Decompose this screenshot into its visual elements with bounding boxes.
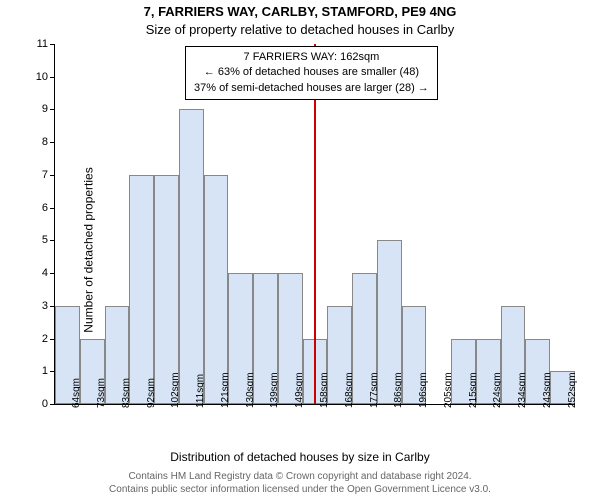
y-tick-label: 2 [28,333,48,345]
footer-line1: Contains HM Land Registry data © Crown c… [0,470,600,483]
y-tick-mark [50,44,55,45]
chart-container: 7, FARRIERS WAY, CARLBY, STAMFORD, PE9 4… [0,0,600,500]
chart-title: 7, FARRIERS WAY, CARLBY, STAMFORD, PE9 4… [0,4,600,19]
y-tick-label: 6 [28,202,48,214]
y-tick-mark [50,175,55,176]
y-tick-label: 9 [28,103,48,115]
chart-subtitle: Size of property relative to detached ho… [0,22,600,37]
y-tick-label: 10 [28,71,48,83]
y-tick-label: 11 [28,38,48,50]
histogram-bar [129,175,154,404]
plot-area: 64sqm73sqm83sqm92sqm102sqm111sqm121sqm13… [54,44,575,405]
y-tick-mark [50,77,55,78]
y-tick-label: 5 [28,234,48,246]
y-tick-mark [50,208,55,209]
y-tick-label: 0 [28,398,48,410]
y-tick-label: 3 [28,300,48,312]
histogram-bar [154,175,179,404]
footer-text: Contains HM Land Registry data © Crown c… [0,470,600,496]
y-tick-label: 1 [28,365,48,377]
annotation-line2: ← 63% of detached houses are smaller (48… [194,65,429,80]
y-tick-label: 4 [28,267,48,279]
x-tick-label: 196sqm [418,372,429,408]
footer-line2: Contains public sector information licen… [0,483,600,496]
annotation-box: 7 FARRIERS WAY: 162sqm← 63% of detached … [185,46,438,100]
y-tick-mark [50,142,55,143]
annotation-line3: 37% of semi-detached houses are larger (… [194,81,429,96]
x-axis-label: Distribution of detached houses by size … [0,450,600,464]
histogram-bar [179,109,204,404]
y-tick-mark [50,109,55,110]
x-tick-label: 252sqm [567,372,578,408]
y-tick-mark [50,240,55,241]
y-tick-label: 7 [28,169,48,181]
annotation-line1: 7 FARRIERS WAY: 162sqm [194,50,429,65]
y-tick-mark [50,404,55,405]
y-tick-label: 8 [28,136,48,148]
y-tick-mark [50,273,55,274]
histogram-bar [204,175,229,404]
